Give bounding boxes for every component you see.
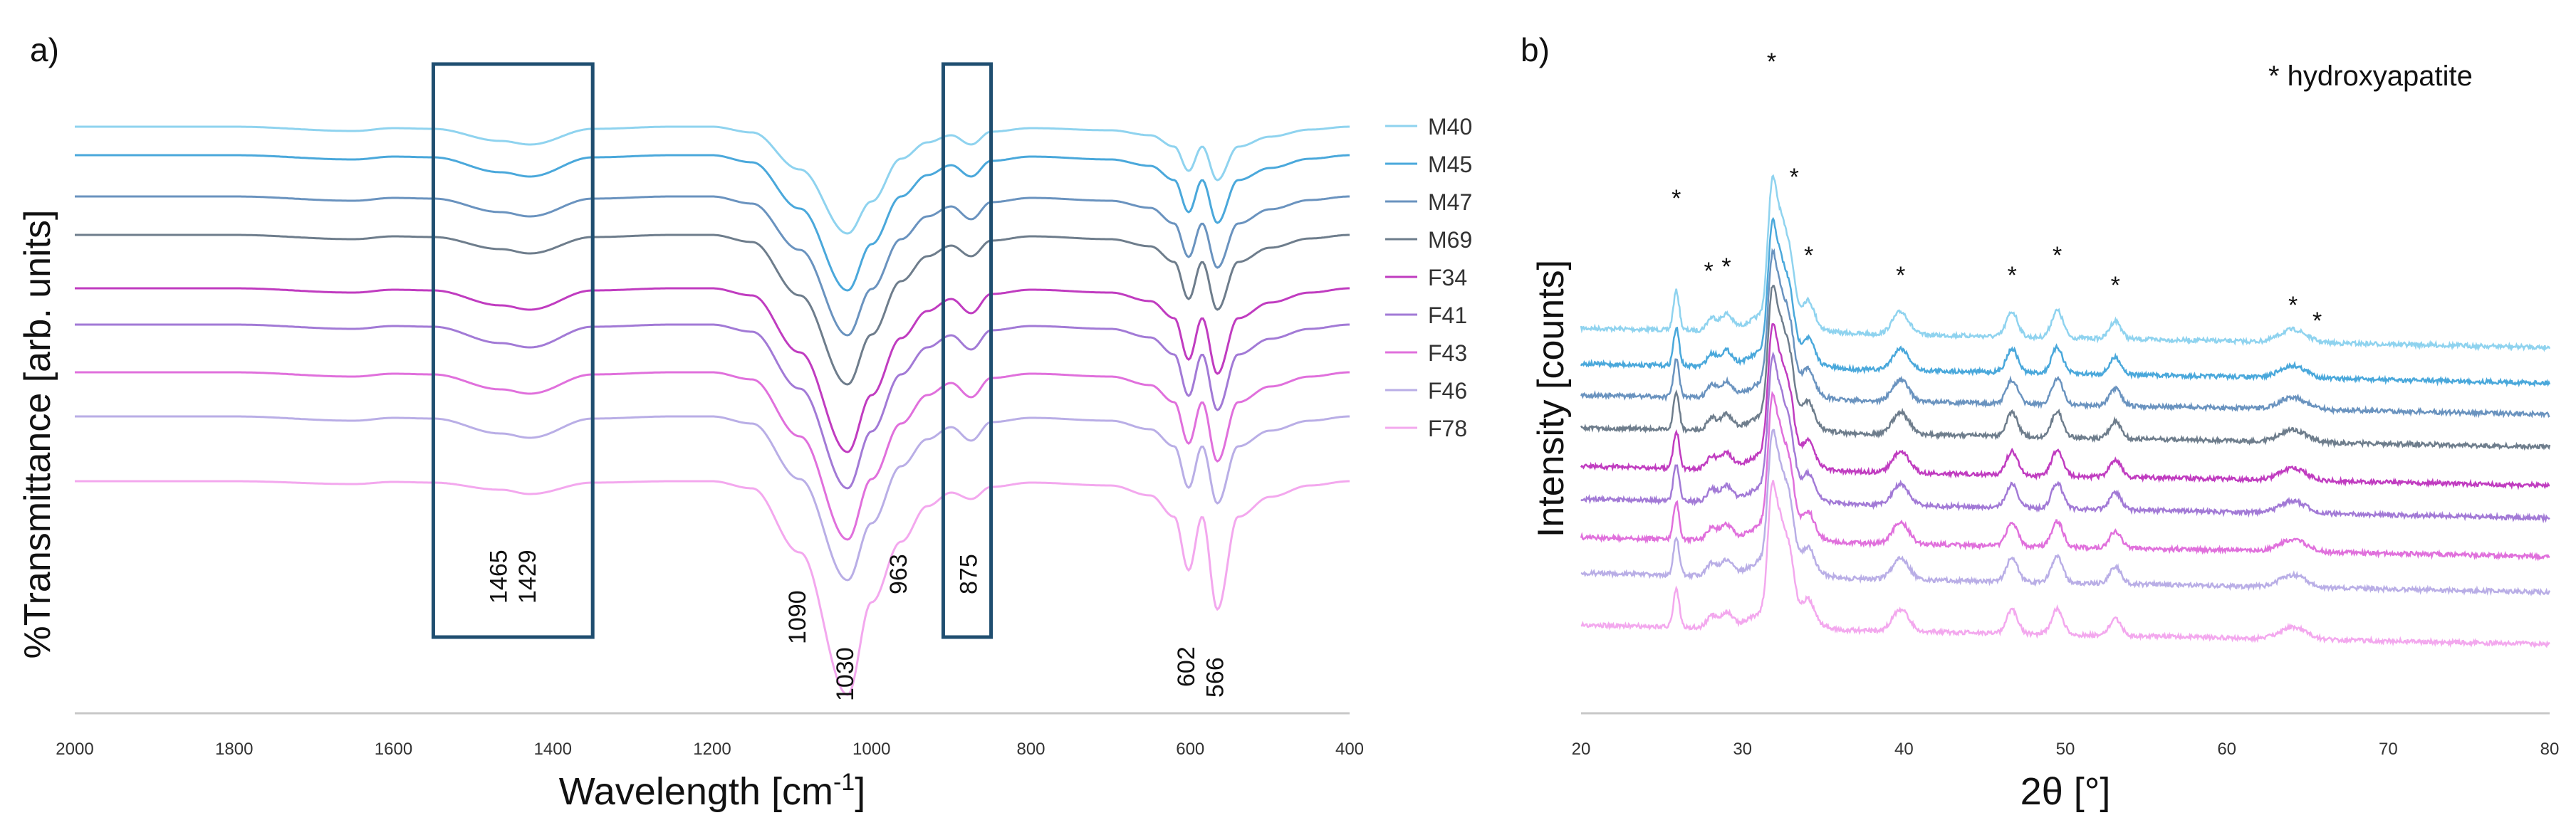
peak-label-566: 566 (1201, 657, 1229, 698)
hydroxyapatite-star: * (1804, 242, 1813, 269)
peak-label-1090: 1090 (784, 590, 811, 644)
xrd-line-m69 (1580, 284, 2551, 451)
spectrum-line-m40 (75, 125, 1350, 235)
spectrum-line-m47 (75, 195, 1350, 337)
panel-b-peak-stars: * * * * * * * * * * * * (1672, 48, 2322, 335)
legend-label-m40: M40 (1428, 114, 1472, 140)
spectrum-line-f34 (75, 287, 1350, 453)
panel-b-y-axis-label: Intensity [counts] (1531, 260, 1572, 537)
peak-label-963: 963 (885, 554, 912, 594)
x-tick-label: 40 (1894, 740, 1914, 759)
x-tick-label: 60 (2217, 740, 2236, 759)
panel-a: a) %Transmittance [arb. units] 2000 1800 1… (17, 31, 1472, 813)
panel-b-label: b) (1521, 31, 1550, 68)
panel-b-x-ticks: 20 30 40 50 60 70 80 (1572, 740, 2560, 759)
x-tick-label: 2000 (56, 740, 93, 759)
hydroxyapatite-annotation: * hydroxyapatite (2268, 61, 2473, 92)
panel-a-label: a) (30, 31, 59, 68)
peak-label-1465: 1465 (486, 550, 513, 604)
peak-label-1030: 1030 (832, 647, 859, 701)
panel-b-patterns (1580, 174, 2551, 648)
spectrum-line-m45 (75, 154, 1350, 292)
hydroxyapatite-star: * (2312, 308, 2322, 335)
xrd-line-f46 (1580, 429, 2551, 597)
panel-a-highlight-boxes (431, 62, 994, 639)
spectrum-line-f46 (75, 415, 1350, 582)
x-tick-label: 600 (1176, 740, 1204, 759)
xrd-line-f43 (1580, 391, 2550, 562)
spectrum-line-m69 (75, 233, 1350, 386)
hydroxyapatite-star: * (1790, 164, 1799, 191)
highlight-box-2 (941, 62, 994, 639)
peak-label-1429: 1429 (514, 550, 541, 604)
x-tick-label: 400 (1335, 740, 1364, 759)
panel-a-y-axis-label: %Transmittance [arb. units] (17, 210, 58, 659)
x-tick-label: 1200 (693, 740, 731, 759)
hydroxyapatite-star: * (2053, 242, 2062, 269)
legend-label-f46: F46 (1428, 378, 1467, 404)
x-tick-label: 1800 (215, 740, 253, 759)
hydroxyapatite-star: * (2288, 292, 2298, 319)
x-tick-label: 70 (2379, 740, 2398, 759)
panel-a-x-ticks: 2000 1800 1600 1400 1200 1000 800 600 400 (56, 740, 1364, 759)
xrd-line-f34 (1580, 322, 2550, 490)
hydroxyapatite-star: * (2008, 262, 2017, 289)
x-tick-label: 20 (1572, 740, 1591, 759)
hydroxyapatite-star: * (1896, 262, 1905, 289)
peak-label-875: 875 (956, 554, 983, 594)
panel-a-legend: M40 M45 M47 M69 F34 F41 F43 F46 F78 (1385, 114, 1472, 441)
panel-a-spectra (75, 125, 1350, 696)
legend-label-f34: F34 (1428, 265, 1467, 290)
panel-a-plot-area: 2000 1800 1600 1400 1200 1000 800 600 400 1465 14… (56, 62, 1364, 759)
xrd-line-f41 (1580, 351, 2550, 524)
x-tick-label: 30 (1733, 740, 1752, 759)
xrd-line-m45 (1580, 216, 2551, 388)
legend-label-m45: M45 (1428, 152, 1472, 177)
panel-b-plot-area: 20 30 40 50 60 70 80 * * * * * * * * * * * * (1572, 48, 2560, 759)
spectrum-line-f41 (75, 323, 1350, 490)
hydroxyapatite-star: * (1672, 185, 1681, 212)
panel-b: b) Intensity [counts] * hydroxyapatite 2… (1521, 31, 2559, 813)
x-tick-label: 80 (2540, 740, 2560, 759)
hydroxyapatite-star: * (1767, 48, 1776, 75)
xrd-line-m40 (1580, 174, 2551, 352)
legend-label-f41: F41 (1428, 303, 1467, 328)
spectrum-line-f78 (75, 480, 1350, 696)
x-tick-label: 50 (2056, 740, 2075, 759)
x-tick-label: 1600 (375, 740, 412, 759)
panel-a-peak-labels: 1465 1429 1090 1030 963 875 602 566 (486, 550, 1229, 701)
peak-label-602: 602 (1173, 646, 1200, 687)
hydroxyapatite-star: * (1704, 258, 1713, 285)
highlight-box-1 (431, 62, 595, 639)
legend-label-f43: F43 (1428, 340, 1467, 366)
xrd-line-f78 (1580, 480, 2550, 648)
hydroxyapatite-star: * (2111, 272, 2120, 299)
panel-a-x-axis-label: Wavelength [cm-1] (559, 769, 865, 813)
xrd-line-m47 (1580, 248, 2550, 419)
panel-b-x-axis-label: 2θ [°] (2020, 770, 2111, 813)
legend-label-f78: F78 (1428, 416, 1467, 441)
x-tick-label: 1400 (534, 740, 572, 759)
legend-label-m47: M47 (1428, 189, 1472, 215)
hydroxyapatite-star: * (1721, 253, 1731, 280)
spectrum-line-f43 (75, 371, 1350, 541)
x-tick-label: 800 (1016, 740, 1045, 759)
legend-label-m69: M69 (1428, 227, 1472, 253)
x-tick-label: 1000 (852, 740, 890, 759)
